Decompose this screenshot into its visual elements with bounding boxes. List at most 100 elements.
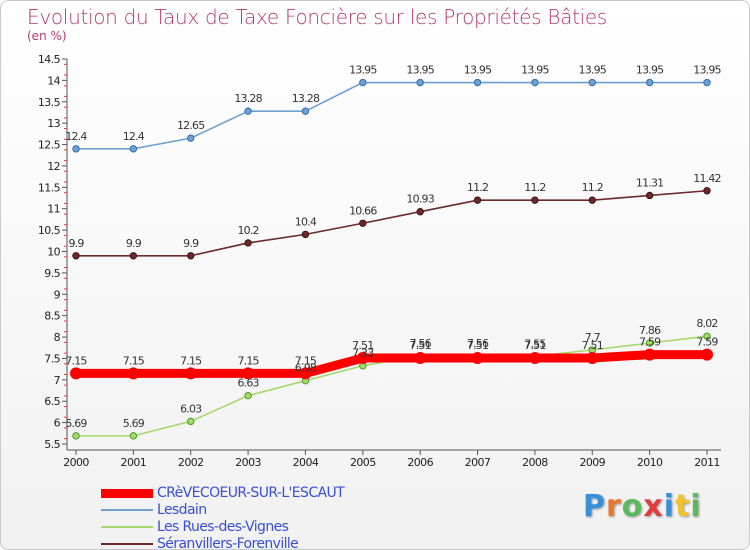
data-label: 7.33: [352, 347, 374, 360]
data-label: 11.31: [636, 176, 664, 189]
data-label: 9.9: [68, 237, 84, 250]
data-label: 5.69: [123, 417, 145, 430]
logo-letter: t: [675, 489, 691, 524]
data-label: 5.69: [65, 417, 87, 430]
x-tick-label: 2009: [579, 456, 605, 469]
data-point: [703, 187, 711, 195]
data-label: 7.7: [585, 331, 601, 344]
legend-label: Lesdain: [157, 502, 207, 518]
data-label: 11.42: [693, 172, 721, 185]
y-tick-label: 12.5: [38, 139, 61, 152]
data-point: [244, 391, 252, 400]
legend-swatch: [101, 509, 153, 511]
data-point: [416, 208, 424, 216]
data-point: [701, 348, 713, 361]
data-label: 11.2: [524, 181, 545, 194]
data-point: [127, 367, 140, 380]
data-label: 7.15: [180, 354, 202, 367]
chart-subtitle: (en %): [27, 29, 67, 43]
data-point: [129, 145, 138, 153]
data-label: 10.4: [295, 215, 317, 228]
data-label: 11.2: [467, 181, 488, 194]
data-point: [414, 352, 427, 365]
data-point: [299, 367, 312, 380]
data-point: [528, 352, 541, 365]
data-label: 12.65: [177, 119, 205, 132]
data-point: [703, 332, 711, 340]
data-point: [244, 239, 252, 247]
data-point: [643, 348, 656, 361]
data-point: [645, 191, 654, 200]
data-point: [703, 78, 711, 87]
data-label: 8.02: [696, 317, 717, 330]
data-label: 7.56: [410, 337, 432, 350]
data-label: 13.95: [349, 64, 377, 77]
data-point: [187, 252, 195, 260]
data-label: 9.9: [126, 237, 142, 250]
logo-letter: r: [606, 489, 622, 524]
y-tick-label: 7: [54, 374, 61, 387]
data-label: 13.95: [579, 64, 607, 77]
data-labels-layer: 12.4 12.4 12.65 13.28 13.28 13.95 13.95 13.95 13…: [65, 64, 722, 430]
x-tick-label: 2006: [407, 456, 433, 469]
data-label: 10.2: [237, 224, 258, 237]
data-label: 10.93: [406, 193, 434, 206]
legend-swatch: [101, 543, 153, 545]
data-label: 7.51: [410, 339, 431, 352]
x-tick-label: 2010: [637, 456, 663, 469]
y-tick-label: 5.5: [44, 438, 60, 451]
x-tick-label: 2000: [63, 456, 89, 469]
data-label: 7.86: [639, 324, 661, 337]
x-tick-label: 2001: [121, 456, 147, 469]
data-point: [473, 196, 482, 204]
data-point: [301, 230, 310, 239]
data-label: 6.03: [180, 402, 202, 415]
y-tick-label: 14: [47, 74, 60, 87]
data-point: [129, 252, 138, 260]
logo-letter: P: [583, 489, 606, 524]
logo-letter: i: [690, 489, 702, 524]
data-label: 7.15: [123, 354, 145, 367]
y-tick-label: 6: [54, 417, 61, 430]
data-point: [187, 417, 195, 426]
data-label: 12.4: [123, 130, 145, 143]
data-label: 13.95: [636, 64, 664, 77]
x-tick-label: 2002: [178, 456, 204, 469]
y-tick-label: 9.5: [44, 267, 60, 280]
data-label: 7.51: [582, 339, 603, 352]
y-tick-label: 11: [47, 203, 60, 216]
logo-letter: i: [663, 489, 676, 524]
logo-letter: o: [621, 489, 644, 524]
y-tick-label: 13: [47, 117, 60, 130]
y-tick-label: 11.5: [38, 181, 61, 194]
legend-label: Séranvillers-Forenville: [157, 536, 299, 550]
data-point: [471, 352, 484, 365]
data-label: 11.2: [582, 181, 603, 194]
data-label: 7.56: [467, 337, 489, 350]
y-tick-label: 10.5: [38, 224, 61, 237]
y-tick-label: 14.5: [38, 53, 61, 66]
data-label: 13.95: [693, 64, 721, 77]
data-point: [359, 78, 367, 87]
logo-letter: x: [643, 489, 664, 524]
data-point: [586, 352, 599, 365]
data-point: [531, 196, 539, 204]
y-tick-label: 8.5: [44, 310, 60, 323]
series-line-1: [75, 81, 708, 150]
x-tick-label: 2003: [235, 456, 261, 469]
y-tick-label: 12: [47, 160, 60, 173]
series-layer: [70, 78, 713, 440]
data-label: 7.59: [639, 336, 661, 349]
data-label: 13.95: [521, 64, 549, 77]
y-tick-label: 13.5: [38, 96, 61, 109]
page-title: Evolution du Taux de Taxe Foncière sur l…: [27, 5, 607, 29]
legend-swatch: [101, 488, 153, 498]
proxiti-logo: Proxiti: [583, 489, 702, 524]
data-label: 7.59: [696, 336, 718, 349]
data-label: 7.51: [467, 339, 488, 352]
y-tick-label: 10: [47, 246, 60, 259]
data-point: [356, 352, 369, 365]
data-point: [242, 367, 255, 380]
data-label: 10.66: [349, 204, 377, 217]
